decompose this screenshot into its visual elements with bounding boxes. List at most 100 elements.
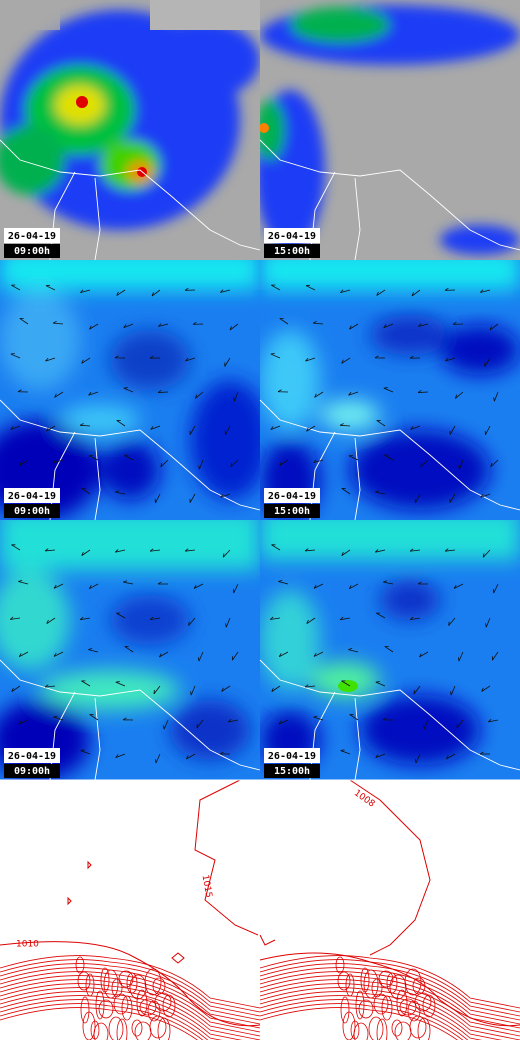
wind-arrow	[485, 617, 491, 628]
contour	[75, 956, 85, 974]
contour	[98, 999, 114, 1019]
wind-arrow	[195, 391, 204, 399]
wind-arrow	[18, 651, 29, 658]
wind-arrow	[190, 685, 196, 696]
time-label: 09:00h	[14, 246, 50, 257]
wind-arrow	[341, 357, 351, 364]
wind-arrow	[449, 493, 456, 503]
wind-arrow	[270, 353, 281, 359]
wind-arrow	[189, 425, 196, 435]
contour	[0, 987, 261, 1040]
wind-arrow	[123, 580, 134, 585]
contour	[149, 1015, 167, 1039]
contour	[360, 967, 370, 993]
wind-arrow	[185, 753, 196, 760]
wind-arrow	[277, 389, 289, 393]
wind-arrow	[188, 617, 196, 626]
wind-arrow	[409, 355, 421, 359]
wind-arrow	[270, 425, 281, 430]
date-label: 26-04-19	[8, 231, 56, 242]
wind-arrow	[420, 459, 429, 468]
wind-arrow	[53, 583, 64, 589]
contour	[0, 963, 261, 1017]
contour	[373, 993, 389, 1015]
wind-arrow	[158, 651, 169, 658]
wind-arrow	[157, 389, 169, 393]
wind-arrow	[413, 685, 421, 695]
wind-arrow	[198, 651, 204, 662]
contour	[417, 1017, 431, 1040]
wind-arrow	[220, 289, 231, 293]
wind-arrow	[482, 549, 491, 558]
wind-arrow	[382, 717, 394, 721]
wind-arrow	[220, 493, 231, 498]
wind-arrow	[487, 718, 499, 723]
humidity-map	[260, 520, 520, 780]
wind-arrow	[115, 753, 126, 759]
wind-arrow	[414, 493, 421, 504]
wind-arrow	[224, 425, 231, 436]
wind-arrow	[45, 357, 56, 362]
contour	[0, 975, 261, 1029]
contour	[404, 968, 422, 996]
contour	[0, 983, 261, 1037]
time-label: 15:00h	[274, 246, 310, 257]
wind-arrow	[444, 548, 456, 552]
wind-arrow	[11, 685, 21, 692]
contour	[103, 969, 119, 999]
wind-arrow	[114, 549, 126, 553]
wind-arrow	[124, 646, 134, 653]
wind-arrow	[53, 715, 64, 721]
wind-arrow	[492, 583, 499, 594]
wind-arrow	[11, 544, 21, 551]
wind-arrow	[115, 490, 126, 495]
wind-arrow	[46, 425, 56, 432]
wind-arrow	[384, 454, 394, 461]
wind-arrow	[17, 389, 29, 393]
wind-arrow	[18, 579, 29, 585]
date-label: 26-04-19	[268, 491, 316, 502]
wind-arrow	[410, 425, 421, 430]
contour	[0, 971, 261, 1025]
contour	[335, 956, 345, 974]
time-box	[264, 244, 320, 258]
wind-arrow	[53, 651, 64, 657]
wind-arrow	[224, 357, 231, 367]
date-box	[4, 748, 60, 763]
contour	[111, 978, 123, 998]
wind-arrow	[480, 289, 491, 293]
wind-arrow	[154, 493, 161, 504]
wind-arrow	[45, 284, 56, 291]
humidity-map	[260, 260, 520, 520]
wind-arrow	[409, 616, 421, 620]
contour	[131, 1019, 143, 1037]
wind-arrow	[383, 323, 394, 329]
time-box	[4, 244, 60, 258]
wind-arrow	[184, 287, 196, 291]
wind-arrow	[44, 684, 56, 688]
wind-arrow	[219, 751, 231, 755]
wind-arrow	[349, 714, 359, 721]
wind-arrow	[271, 685, 281, 692]
wind-arrow	[340, 289, 351, 294]
wind-arrow	[374, 549, 386, 553]
contour	[0, 979, 261, 1033]
wind-arrow	[116, 420, 126, 427]
wind-arrow	[448, 617, 456, 626]
wind-arrow	[374, 355, 386, 359]
wind-arrow	[88, 454, 99, 461]
wind-arrow	[278, 579, 289, 585]
wind-arrow	[123, 323, 134, 329]
wind-arrow	[46, 617, 56, 624]
contour	[147, 1000, 161, 1022]
wind-arrow	[221, 685, 231, 692]
wind-arrow	[52, 321, 64, 325]
wind-arrow	[341, 680, 351, 687]
wind-arrow	[375, 681, 386, 687]
wind-arrow	[157, 581, 169, 585]
dense-contours	[0, 955, 520, 1040]
wind-arrow	[313, 651, 324, 657]
wind-arrow	[445, 357, 456, 362]
wind-arrow	[279, 317, 289, 325]
wind-arrow	[149, 616, 161, 620]
